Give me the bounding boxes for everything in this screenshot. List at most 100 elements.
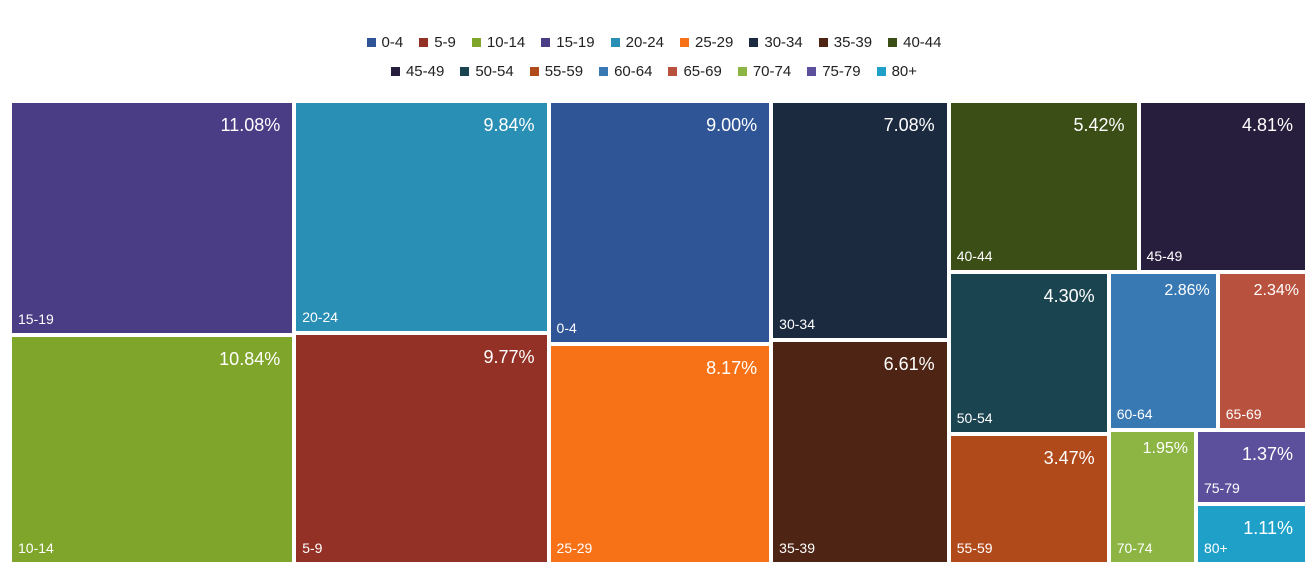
treemap-tile-25-29: 8.17% 25-29 xyxy=(548,343,772,564)
legend-item: 40-44 xyxy=(888,34,942,51)
legend-swatch xyxy=(460,67,470,76)
legend-label: 0-4 xyxy=(381,34,404,51)
tile-value-label: 8.17% xyxy=(706,357,758,378)
legend-row-2: 45-49 50-54 55-59 60-64 65-69 70-74 75-79 80+ xyxy=(0,63,1308,80)
tile-category-label: 70-74 xyxy=(1116,539,1153,556)
legend-swatch xyxy=(818,38,828,47)
treemap-tile-15-19: 11.08% 15-19 xyxy=(10,101,295,336)
tile-category-label: 40-44 xyxy=(956,248,993,265)
treemap-tile-35-39: 6.61% 35-39 xyxy=(771,340,949,564)
tile-category-label: 35-39 xyxy=(779,539,815,556)
tile-category-label: 25-29 xyxy=(556,539,593,556)
tile-value-label: 5.42% xyxy=(1073,115,1125,135)
legend-label: 45-49 xyxy=(405,63,445,80)
tile-value-label: 3.47% xyxy=(1043,447,1095,468)
tile-category-label: 10-14 xyxy=(18,539,54,556)
legend-swatch xyxy=(876,67,886,76)
chart-legend: 0-4 5-9 10-14 15-19 20-24 25-29 30-34 35-39 40-4… xyxy=(0,0,1308,100)
legend-swatch xyxy=(419,38,429,47)
treemap-tile-75-79: 1.37% 75-79 xyxy=(1195,429,1307,504)
legend-label: 30-34 xyxy=(764,34,803,51)
legend-swatch xyxy=(610,38,620,47)
tile-value-label: 7.08% xyxy=(883,115,935,135)
legend-item: 20-24 xyxy=(610,34,664,51)
legend-label: 50-54 xyxy=(475,63,514,80)
tile-value-label: 4.30% xyxy=(1043,286,1095,307)
treemap-tile-0-4: 9.00% 0-4 xyxy=(548,101,772,344)
legend-swatch xyxy=(541,38,551,47)
legend-item: 60-64 xyxy=(599,63,652,80)
tile-category-label: 75-79 xyxy=(1203,479,1240,496)
legend-item: 55-59 xyxy=(529,63,583,80)
legend-swatch xyxy=(807,67,817,76)
treemap-tile-10-14: 10.84% 10-14 xyxy=(10,335,295,564)
legend-row-1: 0-4 5-9 10-14 15-19 20-24 25-29 30-34 35-39 40-4… xyxy=(0,34,1308,51)
legend-label: 80+ xyxy=(891,63,918,80)
tile-category-label: 5-9 xyxy=(302,539,323,556)
legend-label: 20-24 xyxy=(625,34,664,51)
legend-label: 35-39 xyxy=(833,34,873,51)
legend-label: 40-44 xyxy=(903,34,942,51)
tile-value-label: 2.34% xyxy=(1253,282,1299,300)
legend-swatch xyxy=(529,67,539,76)
tile-category-label: 30-34 xyxy=(779,316,815,333)
treemap-tile-65-69: 2.34% 65-69 xyxy=(1217,272,1307,430)
treemap-tile-80+: 1.11% 80+ xyxy=(1195,503,1307,564)
treemap-tile-30-34: 7.08% 30-34 xyxy=(771,101,949,341)
tile-category-label: 50-54 xyxy=(956,409,993,426)
tile-value-label: 4.81% xyxy=(1241,115,1293,135)
legend-swatch xyxy=(888,38,898,47)
legend-swatch xyxy=(599,67,609,76)
legend-label: 75-79 xyxy=(822,63,861,80)
legend-swatch xyxy=(471,38,481,47)
treemap-tile-55-59: 3.47% 55-59 xyxy=(948,433,1109,564)
legend-label: 60-64 xyxy=(614,63,653,80)
legend-item: 10-14 xyxy=(471,34,525,51)
tile-category-label: 80+ xyxy=(1203,539,1228,556)
legend-swatch xyxy=(668,67,678,76)
treemap-tile-40-44: 5.42% 40-44 xyxy=(948,101,1139,273)
legend-label: 70-74 xyxy=(752,63,792,80)
tile-value-label: 1.37% xyxy=(1241,443,1293,464)
tile-value-label: 9.84% xyxy=(483,115,535,135)
tile-value-label: 9.00% xyxy=(706,115,758,135)
legend-item: 35-39 xyxy=(818,34,873,51)
tile-value-label: 10.84% xyxy=(219,349,281,370)
legend-label: 15-19 xyxy=(556,34,595,51)
tile-value-label: 9.77% xyxy=(483,347,535,368)
tile-category-label: 55-59 xyxy=(956,539,993,556)
legend-item: 5-9 xyxy=(419,34,456,51)
legend-item: 45-49 xyxy=(390,63,445,80)
legend-item: 75-79 xyxy=(807,63,861,80)
tile-category-label: 65-69 xyxy=(1225,405,1262,422)
legend-item: 65-69 xyxy=(668,63,722,80)
legend-item: 15-19 xyxy=(541,34,595,51)
treemap-tile-20-24: 9.84% 20-24 xyxy=(294,101,549,334)
legend-swatch xyxy=(366,38,376,47)
legend-swatch xyxy=(390,67,400,76)
treemap-tile-45-49: 4.81% 45-49 xyxy=(1138,101,1307,273)
legend-label: 5-9 xyxy=(434,34,456,51)
legend-item: 80+ xyxy=(876,63,918,80)
treemap-tile-5-9: 9.77% 5-9 xyxy=(294,333,549,564)
tile-category-label: 0-4 xyxy=(556,319,577,336)
legend-item: 30-34 xyxy=(749,34,803,51)
tile-value-label: 1.11% xyxy=(1243,517,1293,538)
legend-label: 65-69 xyxy=(683,63,722,80)
tile-category-label: 45-49 xyxy=(1146,248,1183,265)
tile-value-label: 2.86% xyxy=(1164,282,1210,300)
legend-label: 25-29 xyxy=(695,34,734,51)
legend-swatch xyxy=(737,67,747,76)
legend-item: 70-74 xyxy=(737,63,792,80)
legend-item: 25-29 xyxy=(680,34,733,51)
tile-category-label: 60-64 xyxy=(1116,405,1153,422)
tile-category-label: 15-19 xyxy=(18,311,54,328)
tile-value-label: 11.08% xyxy=(220,115,281,135)
legend-swatch xyxy=(680,38,689,47)
legend-item: 0-4 xyxy=(366,34,404,51)
treemap-tile-60-64: 2.86% 60-64 xyxy=(1108,272,1218,430)
legend-item: 50-54 xyxy=(460,63,514,80)
tile-value-label: 1.95% xyxy=(1142,439,1188,457)
treemap-tile-70-74: 1.95% 70-74 xyxy=(1108,429,1196,564)
